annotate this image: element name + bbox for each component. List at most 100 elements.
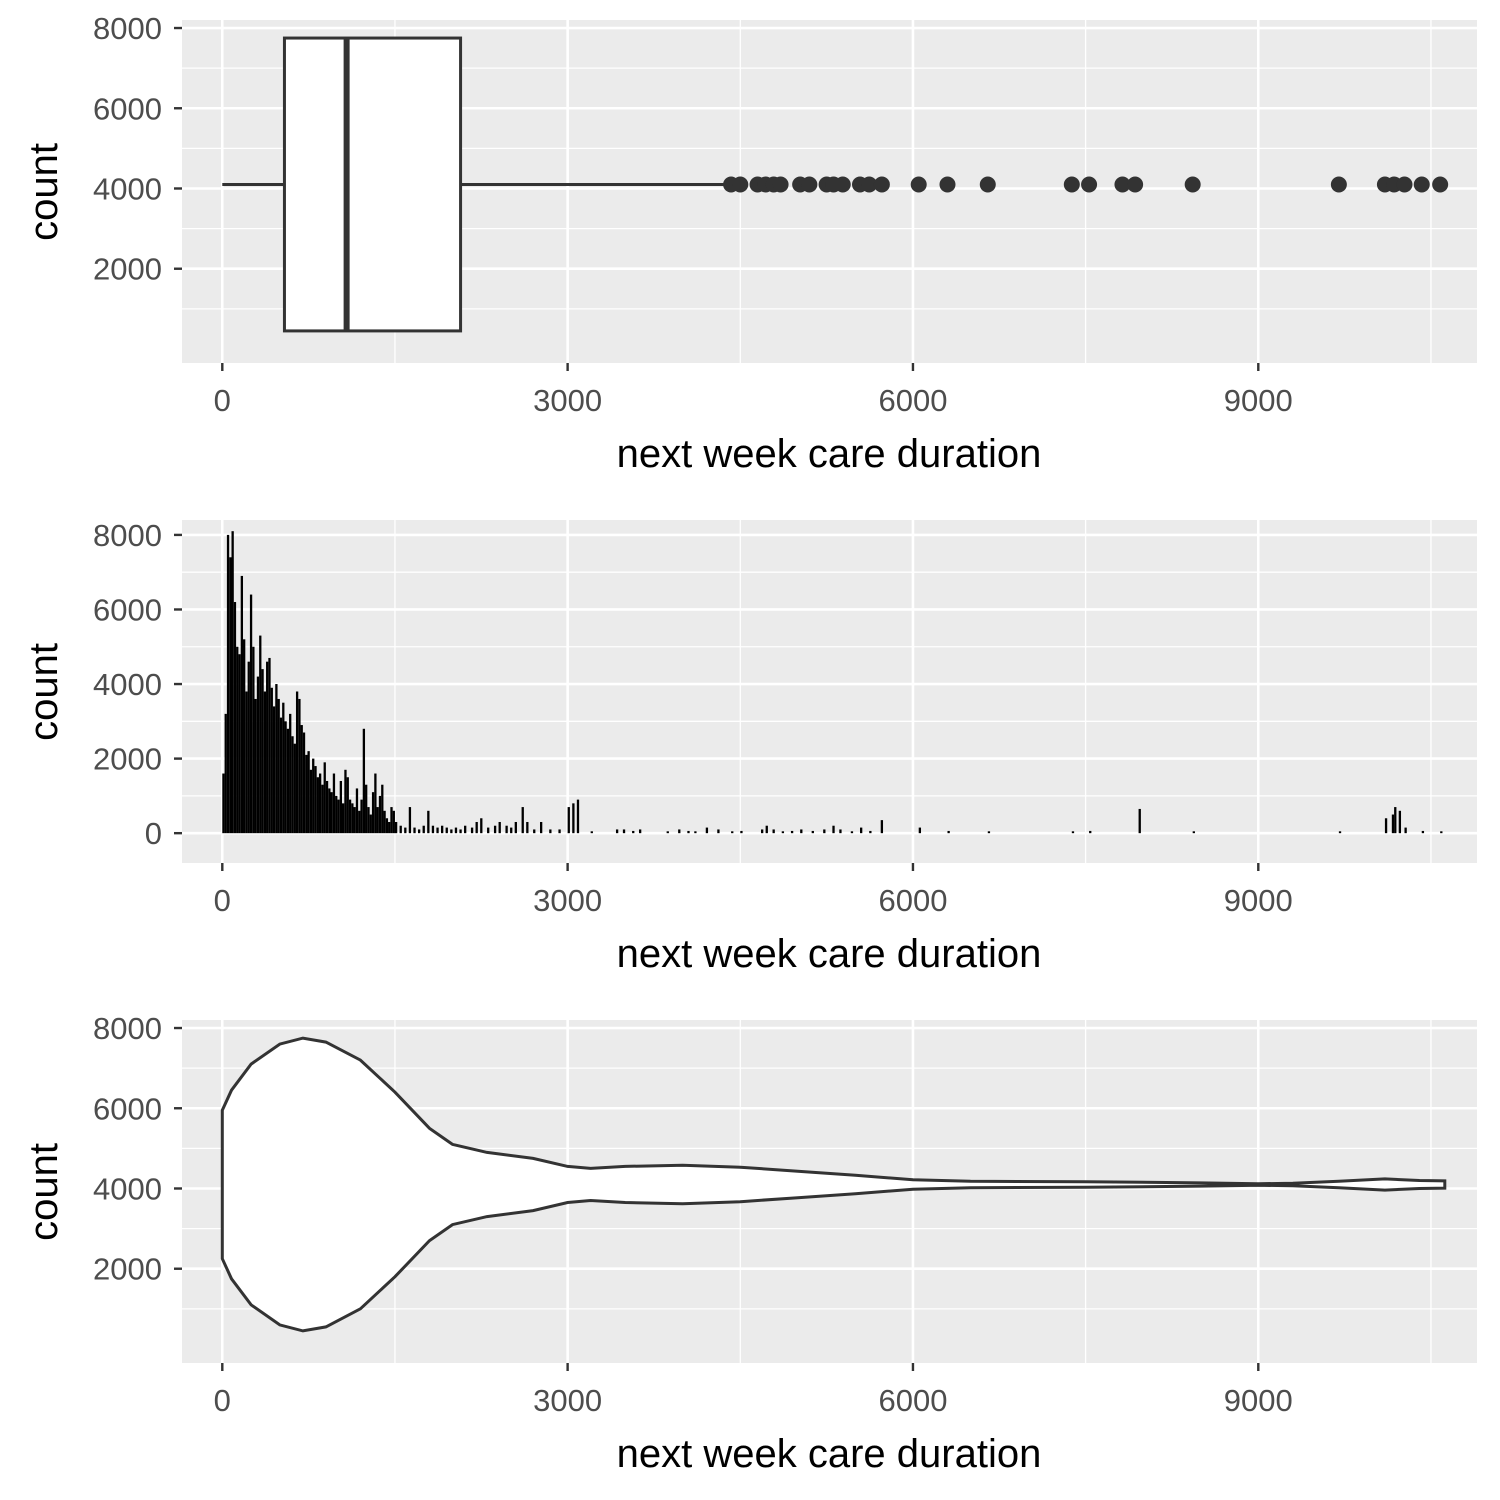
histogram-bar [358, 810, 361, 834]
histogram-bar [272, 706, 276, 834]
outlier-point [939, 176, 956, 193]
histogram-bar [475, 821, 478, 834]
histogram-bar [431, 825, 435, 834]
histogram-bar [590, 831, 593, 834]
histogram-bar [231, 531, 234, 834]
histogram-bar [337, 799, 340, 834]
histogram-bar [376, 807, 379, 834]
histogram-bar [464, 825, 467, 834]
histogram-bar [1338, 831, 1342, 834]
histogram-bar [781, 831, 785, 834]
histogram-bar [328, 788, 331, 834]
histogram-bar [291, 736, 294, 834]
histogram-bar [454, 827, 458, 834]
histogram-bar [576, 799, 580, 834]
histogram-bar [240, 575, 244, 834]
x-axis-ticks: 0 3000 6000 9000 [214, 1363, 1293, 1418]
histogram-bar [521, 807, 524, 834]
outlier-point [873, 176, 890, 193]
outlier-point [1114, 176, 1131, 193]
histogram-bar [1384, 818, 1388, 834]
histogram-bar [947, 830, 950, 834]
histogram-bar [355, 788, 359, 834]
histogram-bar [987, 831, 991, 834]
histogram-bar [1440, 831, 1443, 834]
histogram-bar [224, 713, 227, 834]
histogram-bar [850, 831, 854, 834]
histogram-bar [1138, 808, 1141, 834]
x-tick-label: 3000 [533, 1383, 602, 1418]
histogram-bar [558, 829, 561, 834]
histogram-bar [261, 669, 264, 834]
x-tick-label: 6000 [878, 883, 947, 918]
histogram-bar [839, 829, 842, 834]
histogram-panel: 0 3000 6000 9000 0 2000 4000 6000 8000 next wee… [22, 518, 1477, 976]
outlier-point [1184, 176, 1201, 193]
histogram-bar [761, 829, 764, 834]
histogram-bar [408, 807, 412, 834]
histogram-bar [632, 830, 635, 834]
y-axis-ticks: 2000 4000 6000 8000 [93, 1011, 182, 1287]
histogram-bar [510, 827, 513, 834]
histogram-bar [298, 698, 301, 834]
histogram-bar [1421, 830, 1425, 834]
histogram-bar [687, 830, 690, 834]
histogram-bar [362, 728, 366, 834]
histogram-bar [470, 827, 474, 834]
x-tick-label: 0 [214, 883, 231, 918]
histogram-bar [390, 807, 393, 834]
histogram-bar [832, 825, 835, 834]
histogram-bar [348, 799, 352, 834]
histogram-bar [450, 829, 453, 834]
histogram-bar [321, 784, 324, 834]
outlier-point [979, 176, 996, 193]
histogram-bar [277, 698, 280, 834]
histogram-bar [309, 769, 313, 834]
histogram-bar [381, 784, 384, 834]
histogram-bar [417, 829, 421, 834]
histogram-bar [638, 829, 642, 834]
outlier-point [1432, 176, 1449, 193]
outlier-point [732, 176, 749, 193]
histogram-bar [539, 821, 543, 834]
histogram-bar [254, 698, 257, 834]
histogram-bar [367, 807, 370, 834]
histogram-bar [1192, 831, 1195, 834]
x-axis-ticks: 0 3000 6000 9000 [214, 363, 1293, 418]
y-tick-label: 2000 [93, 1252, 162, 1287]
histogram-bar [323, 762, 326, 834]
histogram-bar [286, 728, 290, 834]
histogram-bar [404, 827, 407, 834]
histogram-bar [493, 825, 497, 834]
histogram-bar [293, 743, 296, 834]
histogram-bar [717, 829, 720, 834]
histogram-bar [869, 830, 872, 834]
histogram-bar [572, 803, 575, 834]
outlier-point [1413, 176, 1430, 193]
y-tick-label: 2000 [93, 252, 162, 287]
histogram-bar [236, 646, 239, 834]
histogram-bar [295, 691, 299, 834]
boxplot-panel: 0 3000 6000 9000 2000 4000 6000 8000 next week… [22, 11, 1477, 476]
outlier-point [772, 176, 789, 193]
histogram-bar [1089, 830, 1092, 834]
x-axis-title: next week care duration [617, 432, 1042, 476]
y-axis-ticks: 2000 4000 6000 8000 [93, 11, 182, 287]
histogram-bar [622, 829, 626, 834]
histogram-bar [427, 810, 430, 834]
y-tick-label: 4000 [93, 171, 162, 206]
histogram-bar [342, 803, 345, 834]
histogram-bar [422, 825, 425, 834]
y-tick-label: 6000 [93, 91, 162, 126]
histogram-bar [360, 799, 363, 834]
histogram-bar [441, 825, 444, 834]
histogram-bar [249, 594, 253, 834]
histogram-bar [279, 717, 283, 834]
histogram-bar [378, 795, 382, 834]
histogram-bar [823, 829, 826, 834]
y-tick-label: 8000 [93, 1011, 162, 1046]
histogram-bar [270, 687, 273, 834]
histogram-bar [860, 827, 863, 834]
histogram-bar [284, 721, 287, 834]
histogram-bar [514, 821, 517, 834]
